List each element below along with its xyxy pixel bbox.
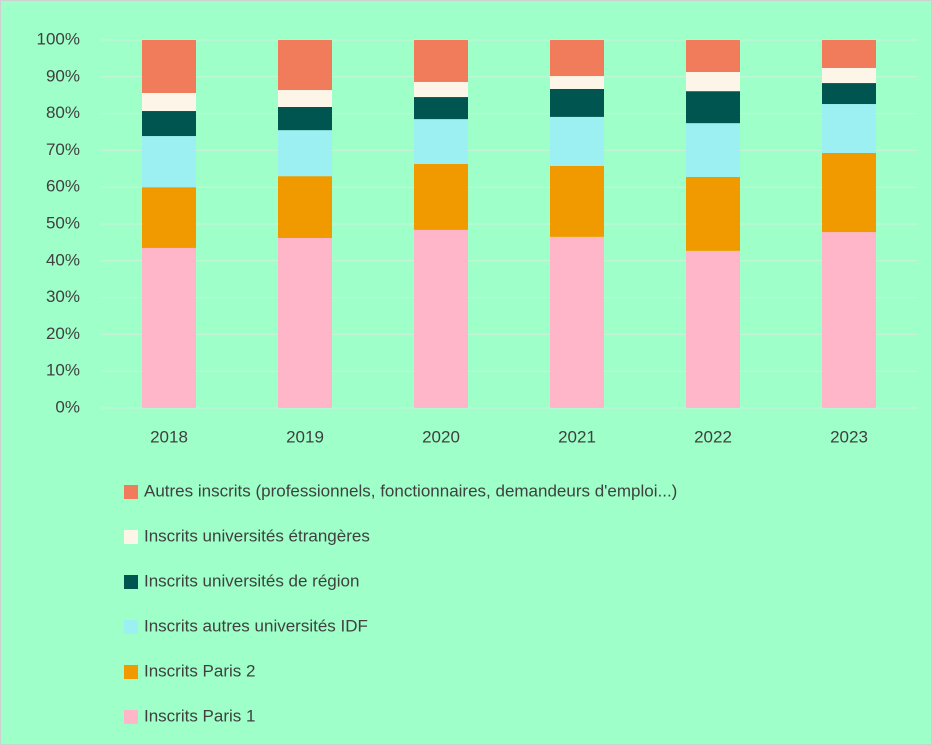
x-tick-label: 2019	[286, 427, 324, 446]
legend-swatch	[124, 665, 138, 679]
bar-segment	[414, 40, 468, 82]
bar-segment	[414, 97, 468, 120]
bar-segment	[686, 176, 740, 251]
x-tick-label: 2020	[422, 427, 460, 446]
bar-segment	[550, 236, 604, 408]
bar-segment	[686, 40, 740, 73]
bar-segment	[278, 40, 332, 91]
legend-label: Inscrits Paris 2	[144, 661, 255, 680]
y-tick-label: 100%	[37, 29, 80, 48]
bar-segment	[142, 187, 196, 248]
bar-segment	[278, 237, 332, 408]
bar-segment	[822, 104, 876, 153]
y-tick-label: 30%	[46, 287, 80, 306]
bar-segment	[822, 152, 876, 233]
y-tick-label: 10%	[46, 361, 80, 380]
bar-segment	[414, 81, 468, 98]
bar-segment	[278, 106, 332, 131]
bar-segment	[550, 116, 604, 166]
bar-segment	[414, 119, 468, 165]
legend-label: Autres inscrits (professionnels, fonctio…	[144, 481, 677, 500]
bar-segment	[822, 83, 876, 105]
bar-segment	[142, 136, 196, 188]
bar-segment	[278, 130, 332, 177]
bar-segment	[686, 123, 740, 177]
bar-segment	[278, 176, 332, 238]
legend-swatch	[124, 575, 138, 589]
x-tick-label: 2023	[830, 427, 868, 446]
y-tick-label: 40%	[46, 250, 80, 269]
bar-segment	[414, 164, 468, 230]
legend-swatch	[124, 710, 138, 724]
legend-label: Inscrits universités étrangères	[144, 526, 370, 545]
bar-segment	[822, 67, 876, 84]
bar-segment	[686, 250, 740, 408]
x-tick-label: 2021	[558, 427, 596, 446]
y-tick-label: 20%	[46, 324, 80, 343]
x-tick-label: 2022	[694, 427, 732, 446]
y-tick-label: 80%	[46, 103, 80, 122]
bar-segment	[550, 40, 604, 77]
bar-segment	[550, 76, 604, 89]
bar-segment	[414, 229, 468, 408]
legend-label: Inscrits Paris 1	[144, 706, 255, 725]
legend-label: Inscrits universités de région	[144, 571, 359, 590]
bar-segment	[142, 111, 196, 137]
y-tick-label: 50%	[46, 213, 80, 232]
bar-segment	[686, 91, 740, 124]
bar-segment	[142, 247, 196, 408]
bar-segment	[822, 40, 876, 68]
y-tick-label: 70%	[46, 140, 80, 159]
bar-segment	[822, 232, 876, 408]
y-tick-label: 60%	[46, 177, 80, 196]
bar-segment	[686, 72, 740, 92]
bar-segment	[142, 40, 196, 93]
y-tick-label: 0%	[55, 397, 80, 416]
bar-segment	[550, 88, 604, 117]
legend-swatch	[124, 485, 138, 499]
legend-swatch	[124, 620, 138, 634]
x-tick-label: 2018	[150, 427, 188, 446]
bar-segment	[142, 92, 196, 112]
bar-segment	[550, 165, 604, 237]
legend-label: Inscrits autres universités IDF	[144, 616, 368, 635]
legend-swatch	[124, 530, 138, 544]
y-tick-label: 90%	[46, 66, 80, 85]
bar-segment	[278, 90, 332, 107]
